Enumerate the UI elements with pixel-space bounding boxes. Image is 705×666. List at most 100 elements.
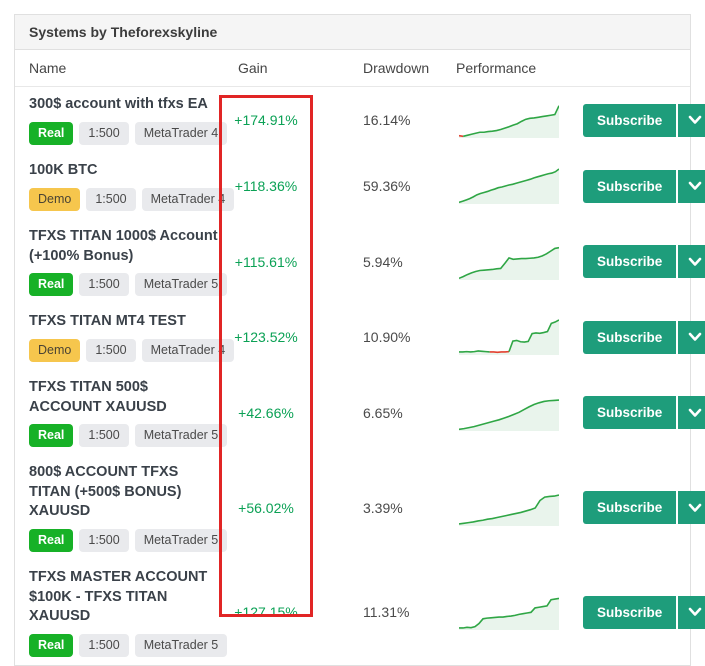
- drawdown-value: 16.14%: [363, 112, 411, 128]
- system-name-block: TFXS TITAN 1000$ Account (+100% Bonus) R…: [29, 227, 228, 297]
- row-actions: Subscribe: [583, 396, 705, 430]
- subscribe-button[interactable]: Subscribe: [583, 595, 677, 629]
- system-name-link[interactable]: TFXS TITAN 1000$ Account (+100% Bonus): [29, 228, 218, 264]
- system-name-link[interactable]: TFXS TITAN 500$ ACCOUNT XAUUSD: [29, 379, 167, 415]
- badge-1-500: 1:500: [79, 273, 129, 297]
- system-name-link[interactable]: 300$ account with tfxs EA: [29, 96, 208, 113]
- chevron-down-icon: [688, 607, 702, 617]
- systems-widget: Systems by Theforexskyline Name Gain Dra…: [14, 14, 705, 666]
- system-badges: Real 1:500 MetaTrader 5: [29, 424, 228, 448]
- performance-sparkline-chart: [453, 242, 583, 282]
- row-actions: Subscribe: [583, 103, 705, 137]
- system-name-block: 300$ account with tfxs EA Real 1:500 MetaT…: [29, 95, 228, 145]
- system-name-block: 100K BTC Demo 1:500 MetaTrader 4: [29, 161, 235, 211]
- badge-real: Real: [29, 424, 74, 448]
- badge-metatrader-5: MetaTrader 5: [134, 273, 228, 297]
- gain-value: +127.15%: [234, 604, 298, 621]
- system-name-block: TFXS TITAN 500$ ACCOUNT XAUUSD Real 1:500…: [29, 378, 228, 448]
- row-actions: Subscribe: [583, 595, 705, 629]
- system-name-block: 800$ ACCOUNT TFXS TITAN (+500$ BONUS) XA…: [29, 463, 228, 552]
- table-row: TFXS TITAN MT4 TEST Demo 1:500 MetaTrader …: [15, 304, 705, 370]
- system-badges: Real 1:500 MetaTrader 5: [29, 633, 228, 657]
- badge-demo: Demo: [29, 338, 81, 362]
- subscribe-dropdown-toggle[interactable]: [678, 595, 705, 629]
- row-actions: Subscribe: [583, 320, 705, 354]
- subscribe-dropdown-toggle[interactable]: [678, 169, 705, 203]
- chevron-down-icon: [688, 408, 702, 417]
- drawdown-value: 10.90%: [363, 329, 411, 346]
- system-name-link[interactable]: 100K BTC: [29, 162, 98, 179]
- subscribe-dropdown-toggle[interactable]: [678, 103, 705, 137]
- badge-metatrader-5: MetaTrader 5: [134, 633, 228, 657]
- performance-sparkline-chart: [453, 488, 583, 528]
- chevron-down-icon: [688, 503, 702, 512]
- column-header-gain: Gain: [238, 60, 268, 76]
- subscribe-button[interactable]: Subscribe: [583, 491, 677, 525]
- table-row: 100K BTC Demo 1:500 MetaTrader 4 +118.36% …: [15, 153, 705, 219]
- chevron-down-icon: [688, 181, 702, 190]
- performance-sparkline-chart: [453, 592, 583, 632]
- row-actions: Subscribe: [583, 491, 705, 525]
- table-row: TFXS TITAN 500$ ACCOUNT XAUUSD Real 1:500…: [15, 370, 705, 455]
- system-badges: Real 1:500 MetaTrader 4: [29, 121, 228, 145]
- table-row: 300$ account with tfxs EA Real 1:500 MetaT…: [15, 87, 705, 153]
- system-badges: Real 1:500 MetaTrader 5: [29, 528, 228, 552]
- chevron-down-icon: [688, 332, 702, 341]
- system-name-block: TFXS TITAN MT4 TEST Demo 1:500 MetaTrader …: [29, 312, 235, 362]
- badge-metatrader-4: MetaTrader 4: [134, 121, 228, 145]
- gain-value: +42.66%: [238, 404, 294, 421]
- system-name-link[interactable]: 800$ ACCOUNT TFXS TITAN (+500$ BONUS) XA…: [29, 464, 182, 520]
- drawdown-value: 5.94%: [363, 253, 403, 270]
- subscribe-dropdown-toggle[interactable]: [678, 320, 705, 354]
- subscribe-dropdown-toggle[interactable]: [678, 245, 705, 279]
- system-name-link[interactable]: TFXS TITAN MT4 TEST: [29, 313, 186, 330]
- badge-1-500: 1:500: [79, 633, 129, 657]
- column-header-drawdown: Drawdown: [363, 60, 430, 76]
- drawdown-value: 6.65%: [363, 404, 403, 421]
- gain-value: +174.91%: [234, 112, 298, 128]
- gain-value: +115.61%: [234, 253, 298, 270]
- performance-sparkline-chart: [453, 100, 583, 140]
- subscribe-button[interactable]: Subscribe: [583, 320, 677, 354]
- subscribe-button[interactable]: Subscribe: [583, 245, 677, 279]
- performance-sparkline-chart: [453, 166, 583, 206]
- badge-real: Real: [29, 633, 74, 657]
- badge-metatrader-4: MetaTrader 4: [141, 187, 235, 211]
- gain-value: +56.02%: [238, 499, 294, 516]
- badge-metatrader-5: MetaTrader 5: [134, 528, 228, 552]
- subscribe-dropdown-toggle[interactable]: [678, 396, 705, 430]
- systems-list: 300$ account with tfxs EA Real 1:500 MetaT…: [15, 87, 705, 665]
- table-row: TFXS MASTER ACCOUNT $100K - TFXS TITAN X…: [15, 560, 705, 665]
- badge-1-500: 1:500: [79, 528, 129, 552]
- system-name-block: TFXS MASTER ACCOUNT $100K - TFXS TITAN X…: [29, 568, 228, 657]
- row-actions: Subscribe: [583, 169, 705, 203]
- badge-metatrader-4: MetaTrader 4: [141, 338, 235, 362]
- badge-1-500: 1:500: [79, 424, 129, 448]
- system-badges: Demo 1:500 MetaTrader 4: [29, 338, 235, 362]
- badge-real: Real: [29, 273, 74, 297]
- subscribe-button[interactable]: Subscribe: [583, 396, 677, 430]
- badge-real: Real: [29, 121, 74, 145]
- system-badges: Real 1:500 MetaTrader 5: [29, 273, 228, 297]
- badge-demo: Demo: [29, 187, 81, 211]
- subscribe-button[interactable]: Subscribe: [583, 103, 677, 137]
- subscribe-dropdown-toggle[interactable]: [678, 491, 705, 525]
- subscribe-button[interactable]: Subscribe: [583, 169, 677, 203]
- drawdown-value: 59.36%: [363, 178, 411, 194]
- badge-metatrader-5: MetaTrader 5: [134, 424, 228, 448]
- performance-sparkline-chart: [453, 317, 583, 357]
- system-badges: Demo 1:500 MetaTrader 4: [29, 187, 235, 211]
- badge-real: Real: [29, 528, 74, 552]
- drawdown-value: 3.39%: [363, 499, 403, 516]
- row-actions: Subscribe: [583, 245, 705, 279]
- chevron-down-icon: [688, 115, 702, 124]
- badge-1-500: 1:500: [86, 338, 136, 362]
- table-row: TFXS TITAN 1000$ Account (+100% Bonus) R…: [15, 219, 705, 304]
- performance-sparkline-chart: [453, 393, 583, 433]
- system-name-link[interactable]: TFXS MASTER ACCOUNT $100K - TFXS TITAN X…: [29, 568, 208, 625]
- drawdown-value: 11.31%: [363, 604, 410, 621]
- column-header-name: Name: [29, 60, 67, 76]
- badge-1-500: 1:500: [79, 121, 129, 145]
- chevron-down-icon: [688, 257, 702, 266]
- column-header-performance: Performance: [456, 60, 537, 76]
